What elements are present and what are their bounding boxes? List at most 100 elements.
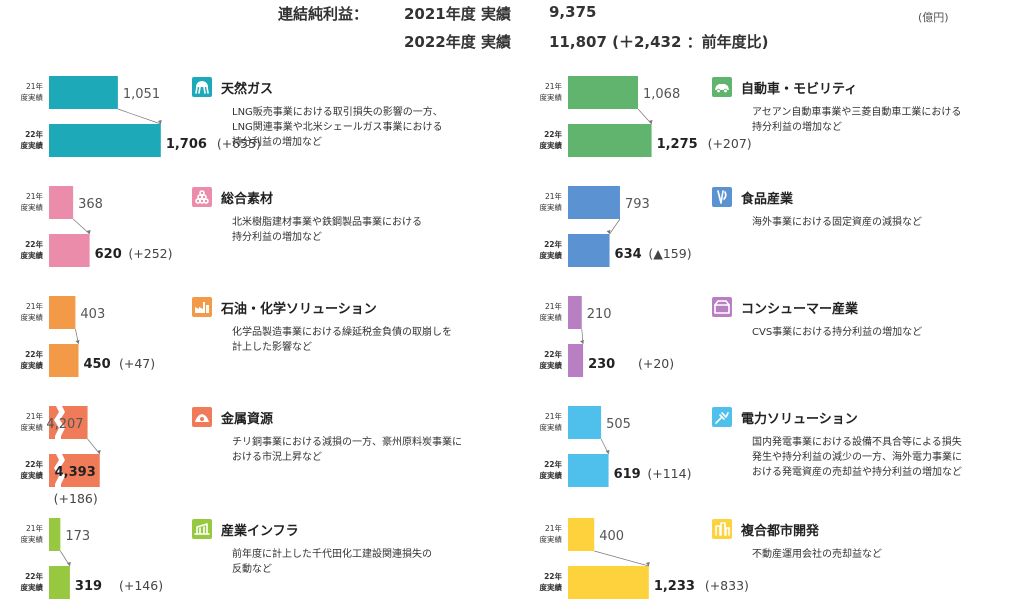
y-label-fy21-line2: 度実績 bbox=[21, 534, 44, 544]
bar-fy22 bbox=[49, 344, 79, 377]
y-label-fy22-line2: 度実績 bbox=[540, 360, 563, 370]
value-fy22: 1,706 bbox=[166, 137, 207, 152]
value-fy21: 173 bbox=[65, 529, 90, 544]
segment-description-line: アセアン自動車事業や三菱自動車工業における bbox=[752, 105, 961, 118]
bar-fy21 bbox=[49, 406, 88, 439]
value-fy21: 505 bbox=[606, 417, 631, 432]
bar-fy22 bbox=[568, 124, 652, 157]
segment-description-line: チリ銅事業における減損の一方、豪州原料炭事業に bbox=[232, 435, 462, 448]
segment-1-title: 天然ガス bbox=[221, 81, 273, 97]
bar-fy21 bbox=[568, 296, 582, 329]
connector-arrow bbox=[86, 230, 91, 234]
bar-fy22 bbox=[568, 566, 649, 599]
store-icon bbox=[712, 297, 732, 317]
bar-fy22 bbox=[568, 234, 610, 267]
bar-fy22 bbox=[568, 454, 609, 487]
building-icon bbox=[712, 519, 732, 539]
segment-description-line: 北米樹脂建材事業や鉄鋼製品事業における bbox=[232, 215, 422, 228]
delta-label: (+146) bbox=[119, 578, 163, 593]
y-label-fy22-line2: 度実績 bbox=[540, 470, 563, 480]
y-label-fy22-line1: 22年 bbox=[25, 349, 43, 359]
y-label-fy21-line2: 度実績 bbox=[21, 422, 44, 432]
connector-arrow bbox=[645, 562, 650, 566]
y-label-fy21-line2: 度実績 bbox=[540, 92, 563, 102]
delta-label: (+655) bbox=[217, 136, 261, 151]
bar-fy22 bbox=[49, 234, 90, 267]
segment-4-title: 金属資源 bbox=[220, 411, 273, 427]
segment-3-title: 石油・化学ソリューション bbox=[220, 301, 377, 317]
segment-description-line: 発生や持分利益の減少の一方、海外電力事業に bbox=[752, 450, 962, 463]
y-label-fy21-line2: 度実績 bbox=[21, 92, 44, 102]
delta-label: (+20) bbox=[638, 356, 674, 371]
segment-9-title: 電力ソリューション bbox=[741, 411, 858, 427]
bar-fy21 bbox=[49, 186, 74, 219]
value-fy22: 1,233 bbox=[654, 579, 695, 594]
bar-fy22 bbox=[49, 566, 70, 599]
y-label-fy21-line2: 度実績 bbox=[540, 422, 563, 432]
connector-arrow bbox=[606, 230, 611, 234]
change-connector bbox=[609, 218, 621, 235]
y-label-fy21-line2: 度実績 bbox=[21, 202, 44, 212]
segment-description-line: 前年度に計上した千代田化工建設関連損失の bbox=[232, 547, 432, 560]
delta-label: (+47) bbox=[119, 356, 155, 371]
change-connector bbox=[72, 218, 90, 235]
y-label-fy21-line1: 21年 bbox=[26, 191, 44, 201]
segment-description-line: LNG関連事業や北米シェールガス事業における bbox=[232, 120, 443, 133]
segment-description-line: 持分利益の増加など bbox=[232, 230, 322, 243]
header-fy2022-value: 11,807 (＋2,432 ：前年度比) bbox=[549, 33, 769, 51]
delta-label: (+186) bbox=[54, 491, 98, 506]
y-label-fy21-line1: 21年 bbox=[26, 411, 44, 421]
y-label-fy21-line2: 度実績 bbox=[540, 534, 563, 544]
value-fy22: 620 bbox=[95, 247, 122, 262]
y-label-fy21-line1: 21年 bbox=[545, 411, 563, 421]
y-label-fy21-line1: 21年 bbox=[545, 81, 563, 91]
connector-arrow bbox=[66, 562, 71, 566]
bar-fy21 bbox=[49, 518, 61, 551]
value-fy22: 4,393 bbox=[55, 465, 96, 480]
connector-arrow bbox=[96, 450, 101, 454]
y-label-fy22-line2: 度実績 bbox=[21, 140, 44, 150]
change-connector bbox=[594, 550, 649, 567]
connector-arrow bbox=[75, 340, 80, 344]
segment-6-title: 自動車・モビリティ bbox=[741, 81, 857, 97]
bar-fy21 bbox=[568, 406, 602, 439]
value-fy22: 619 bbox=[614, 467, 641, 482]
connector-arrow bbox=[648, 120, 653, 124]
y-label-fy22-line1: 22年 bbox=[25, 571, 43, 581]
power-plug-icon bbox=[712, 407, 732, 427]
materials-icon bbox=[192, 187, 212, 207]
y-label-fy21-line1: 21年 bbox=[26, 523, 44, 533]
bar-fy22 bbox=[568, 344, 584, 377]
value-fy21: 4,207 bbox=[46, 417, 83, 432]
bar-fy22 bbox=[49, 124, 161, 157]
y-label-fy21-line2: 度実績 bbox=[21, 312, 44, 322]
value-fy21: 368 bbox=[78, 197, 103, 212]
value-fy22: 634 bbox=[615, 247, 642, 262]
segment-description-line: 反動など bbox=[232, 562, 272, 575]
segment-10-title: 複合都市開発 bbox=[740, 523, 820, 539]
segment-5-title: 産業インフラ bbox=[221, 523, 299, 539]
segment-2-title: 総合素材 bbox=[221, 191, 273, 207]
y-label-fy22-line1: 22年 bbox=[544, 571, 562, 581]
y-label-fy22-line1: 22年 bbox=[544, 349, 562, 359]
segment-description-line: おける発電資産の売却益や持分利益の増加など bbox=[752, 465, 962, 478]
header-fy2022: 2022年度 実績 bbox=[404, 33, 511, 51]
y-label-fy22-line1: 22年 bbox=[25, 129, 43, 139]
segment-8-title: コンシューマー産業 bbox=[741, 301, 859, 317]
change-connector bbox=[117, 108, 161, 125]
segment-4-panel: 21年度実績22年度実績4,2074,393(+186)金属資源チリ銅事業におけ… bbox=[21, 402, 462, 506]
value-fy22: 1,275 bbox=[657, 137, 698, 152]
value-fy21: 1,068 bbox=[643, 87, 680, 102]
y-label-fy22-line1: 22年 bbox=[25, 239, 43, 249]
bar-fy21 bbox=[568, 518, 595, 551]
segment-description-line: CVS事業における持分利益の増加など bbox=[752, 325, 922, 338]
axis-break-mark bbox=[54, 450, 65, 487]
y-label-fy22-line2: 度実績 bbox=[540, 582, 563, 592]
